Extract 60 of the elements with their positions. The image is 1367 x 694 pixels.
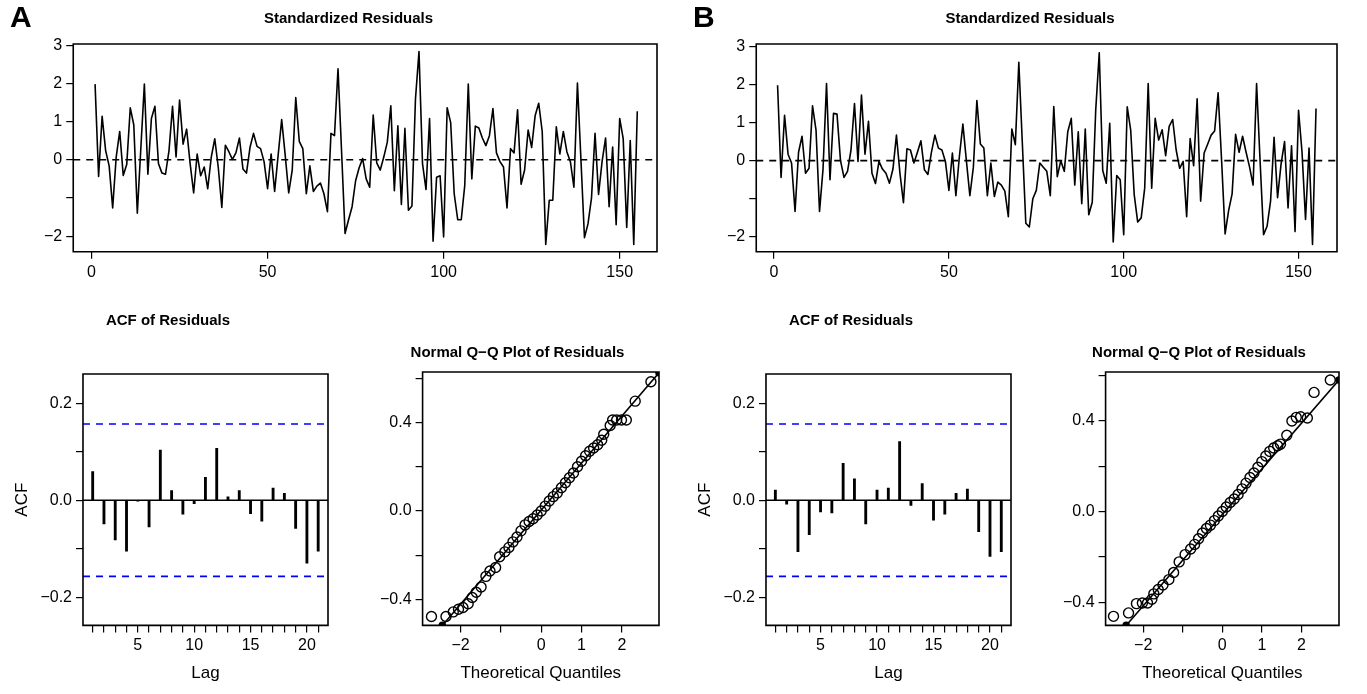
chart-title: ACF of Residuals <box>105 311 231 329</box>
text: B <box>693 0 715 34</box>
y-tick-label: −0.4 <box>1062 592 1095 610</box>
y-tick-label: 0.2 <box>732 393 756 411</box>
y-tick-label: 0.0 <box>389 501 412 519</box>
y-tick-label: 0.0 <box>1072 501 1095 519</box>
chart-title: ACF of Residuals <box>788 311 914 329</box>
x-tick-label: 10 <box>185 636 204 654</box>
x-axis-title: Lag <box>874 663 903 683</box>
x-tick-label: 50 <box>940 262 958 280</box>
x-axis-title: Theoretical Quantiles <box>1141 663 1303 683</box>
x-tick-label: −2 <box>451 636 470 654</box>
x-tick-label: 2 <box>617 636 627 654</box>
x-tick-label: 1 <box>577 636 587 654</box>
y-tick-label: 0.4 <box>1072 411 1095 429</box>
x-tick-label: 100 <box>1110 262 1138 280</box>
x-tick-label: 0 <box>1217 636 1227 654</box>
chart-title: Normal Q−Q Plot of Residuals <box>1092 343 1306 361</box>
y-tick-label: −2 <box>726 227 746 245</box>
y-tick-label: 0.0 <box>732 490 756 508</box>
y-tick-label: 0.2 <box>49 393 73 411</box>
y-tick-label: −2 <box>43 226 63 244</box>
y-axis-title: ACF <box>694 482 714 517</box>
x-tick-label: 0 <box>87 262 97 280</box>
x-tick-label: 15 <box>924 636 943 654</box>
chart-title: Normal Q−Q Plot of Residuals <box>410 343 625 361</box>
y-axis-title: ACF <box>11 482 31 517</box>
y-tick-label: 0.4 <box>389 413 412 430</box>
y-tick-label: 3 <box>736 36 746 54</box>
y-tick-label: 0 <box>53 150 63 168</box>
x-tick-label: 100 <box>430 262 458 280</box>
x-tick-label: 20 <box>981 636 999 654</box>
x-tick-label: 10 <box>868 636 887 654</box>
x-tick-label: 150 <box>606 262 634 280</box>
y-tick-label: −0.2 <box>723 587 756 605</box>
y-tick-label: 1 <box>53 111 63 129</box>
y-tick-label: 2 <box>53 73 63 91</box>
x-axis-title: Theoretical Quantiles <box>460 663 622 683</box>
x-tick-label: 20 <box>298 636 316 654</box>
x-tick-label: 5 <box>816 636 826 654</box>
y-tick-label: 3 <box>53 35 63 53</box>
x-tick-label: 0 <box>536 636 546 654</box>
x-tick-label: 15 <box>241 636 260 654</box>
x-tick-label: 5 <box>133 636 143 654</box>
y-tick-label: 2 <box>736 74 746 92</box>
text: A <box>10 0 32 34</box>
x-tick-label: 50 <box>258 262 277 280</box>
y-tick-label: −0.2 <box>40 587 73 605</box>
x-tick-label: 1 <box>1257 636 1267 654</box>
y-tick-label: 0.0 <box>49 490 73 508</box>
x-tick-label: 2 <box>1296 636 1306 654</box>
chart-title: Standardized Residuals <box>945 9 1115 27</box>
x-axis-title: Lag <box>191 663 220 683</box>
y-tick-label: −0.4 <box>379 589 412 607</box>
chart-title: Standardized Residuals <box>263 9 434 27</box>
x-tick-label: 150 <box>1285 262 1312 280</box>
x-tick-label: 0 <box>769 262 779 280</box>
y-tick-label: 1 <box>736 112 746 130</box>
y-tick-label: 0 <box>736 151 746 169</box>
x-tick-label: −2 <box>1134 636 1153 654</box>
